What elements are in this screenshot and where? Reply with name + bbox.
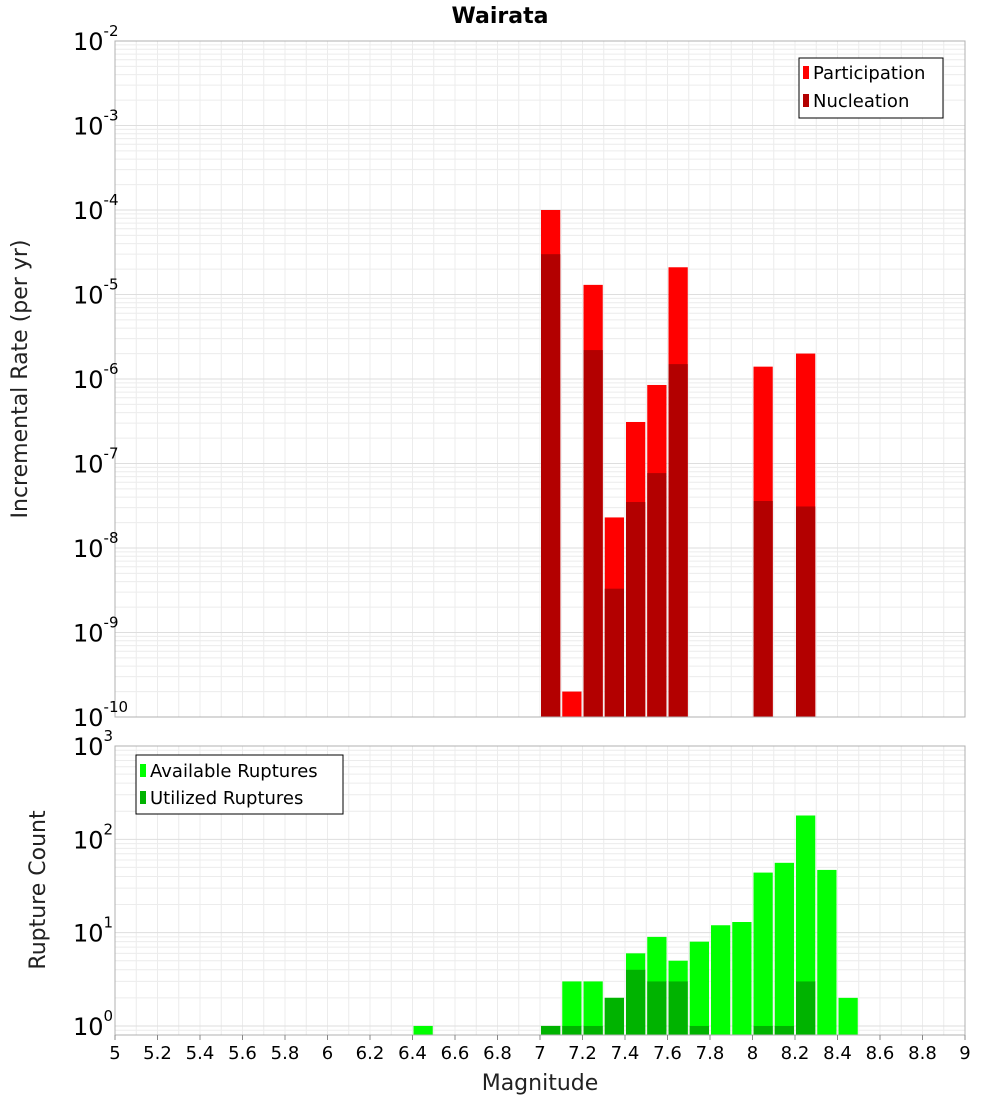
x-tick-label: 7.2 <box>568 1043 597 1064</box>
bottom-bar-1 <box>562 1025 582 1035</box>
x-tick-label: 6 <box>322 1043 333 1064</box>
top-y-tick-label: 10-2 <box>73 22 119 56</box>
bottom-bar-1 <box>541 1025 561 1035</box>
x-tick-label: 7.6 <box>653 1043 682 1064</box>
top-y-tick-label: 10-8 <box>73 529 119 563</box>
top-legend-box <box>798 57 944 119</box>
bottom-legend: Available Ruptures Utilized Ruptures <box>135 754 344 815</box>
top-y-tick-label: 10-3 <box>73 107 119 141</box>
top-grid <box>114 40 966 718</box>
bottom-legend-box <box>135 754 344 815</box>
x-tick-label: 6.4 <box>398 1043 427 1064</box>
top-bar-1 <box>753 500 773 717</box>
top-bar-1 <box>796 506 816 717</box>
x-tick-label: 6.8 <box>483 1043 512 1064</box>
x-tick-label: 8.2 <box>781 1043 810 1064</box>
bottom-y-ticks: 100 101 102 103 <box>73 727 113 1041</box>
x-tick-label: 8 <box>747 1043 758 1064</box>
x-tick-label: 8.6 <box>866 1043 895 1064</box>
top-bars <box>541 210 816 717</box>
legend-label-available: Available Ruptures <box>150 761 318 782</box>
legend-swatch-participation <box>803 66 809 79</box>
top-bar-1 <box>668 364 688 717</box>
legend-label-nucleation: Nucleation <box>813 91 909 112</box>
bottom-bar-1 <box>626 969 646 1035</box>
bottom-bar-0 <box>774 862 794 1035</box>
bottom-bar-0 <box>413 1025 433 1035</box>
bottom-bar-0 <box>732 922 752 1035</box>
x-tick-label: 7 <box>534 1043 545 1064</box>
bottom-bar-1 <box>583 1025 603 1035</box>
bottom-y-tick-label: 103 <box>73 727 113 761</box>
legend-label-utilized: Utilized Ruptures <box>150 788 303 809</box>
x-tick-label: 9 <box>959 1043 970 1064</box>
x-tick-label: 8.4 <box>823 1043 852 1064</box>
top-y-tick-label: 10-5 <box>73 276 119 310</box>
x-tick-label: 6.6 <box>441 1043 470 1064</box>
x-tick-label: 5 <box>109 1043 120 1064</box>
bottom-y-tick-label: 102 <box>73 820 113 854</box>
bottom-y-axis-label: Rupture Count <box>26 810 51 970</box>
top-y-ticks: 10-10 10-9 10-8 10-7 10-6 10-5 10-4 10-3 10-2 <box>73 22 128 732</box>
top-y-tick-label: 10-7 <box>73 445 119 479</box>
x-axis-label: Magnitude <box>482 1071 599 1096</box>
top-legend: Participation Nucleation <box>798 57 944 119</box>
top-plot-frame <box>114 40 966 718</box>
bottom-bar-0 <box>753 872 773 1035</box>
bottom-bar-1 <box>753 1025 773 1035</box>
x-tick-label: 7.8 <box>696 1043 725 1064</box>
bottom-bar-0 <box>689 941 709 1035</box>
bottom-bar-0 <box>838 997 858 1035</box>
bottom-bar-1 <box>796 981 816 1035</box>
bottom-bar-1 <box>668 981 688 1035</box>
x-tick-label: 8.8 <box>908 1043 937 1064</box>
bottom-bars <box>413 815 858 1035</box>
bottom-bar-1 <box>647 981 667 1035</box>
legend-swatch-nucleation <box>803 94 809 107</box>
bottom-bar-0 <box>711 925 731 1035</box>
bottom-bar-0 <box>583 981 603 1035</box>
x-tick-label: 5.4 <box>186 1043 215 1064</box>
x-tick-label: 5.2 <box>143 1043 172 1064</box>
top-y-tick-label: 10-9 <box>73 614 119 648</box>
top-bar-0 <box>562 691 582 717</box>
bottom-bar-0 <box>817 869 837 1035</box>
bottom-bar-0 <box>562 981 582 1035</box>
legend-label-participation: Participation <box>813 63 925 84</box>
chart-title: Wairata <box>452 4 549 29</box>
bottom-bar-0 <box>796 815 816 1035</box>
x-tick-label: 5.8 <box>271 1043 300 1064</box>
top-bar-1 <box>626 502 646 717</box>
top-y-axis-label: Incremental Rate (per yr) <box>8 240 33 519</box>
top-y-tick-label: 10-6 <box>73 360 119 394</box>
x-ticks: 5 5.2 5.4 5.6 5.8 6 6.2 6.4 6.6 6.8 7 7.2 7.4 7.6 7.8 8… <box>109 1035 971 1064</box>
top-y-tick-label: 10-10 <box>73 698 128 732</box>
top-y-tick-label: 10-4 <box>73 191 119 225</box>
top-bar-1 <box>604 588 624 717</box>
top-bar-1 <box>647 473 667 717</box>
top-bar-1 <box>541 254 561 717</box>
x-tick-label: 5.6 <box>228 1043 257 1064</box>
bottom-y-tick-label: 101 <box>73 914 113 948</box>
bottom-bar-1 <box>604 997 624 1035</box>
bottom-bar-1 <box>774 1025 794 1035</box>
bottom-y-tick-label: 100 <box>73 1007 113 1041</box>
legend-swatch-available <box>140 764 146 777</box>
top-bar-1 <box>583 350 603 717</box>
legend-swatch-utilized <box>140 791 146 804</box>
x-tick-label: 7.4 <box>611 1043 640 1064</box>
x-tick-label: 6.2 <box>356 1043 385 1064</box>
bottom-bar-1 <box>689 1025 709 1035</box>
